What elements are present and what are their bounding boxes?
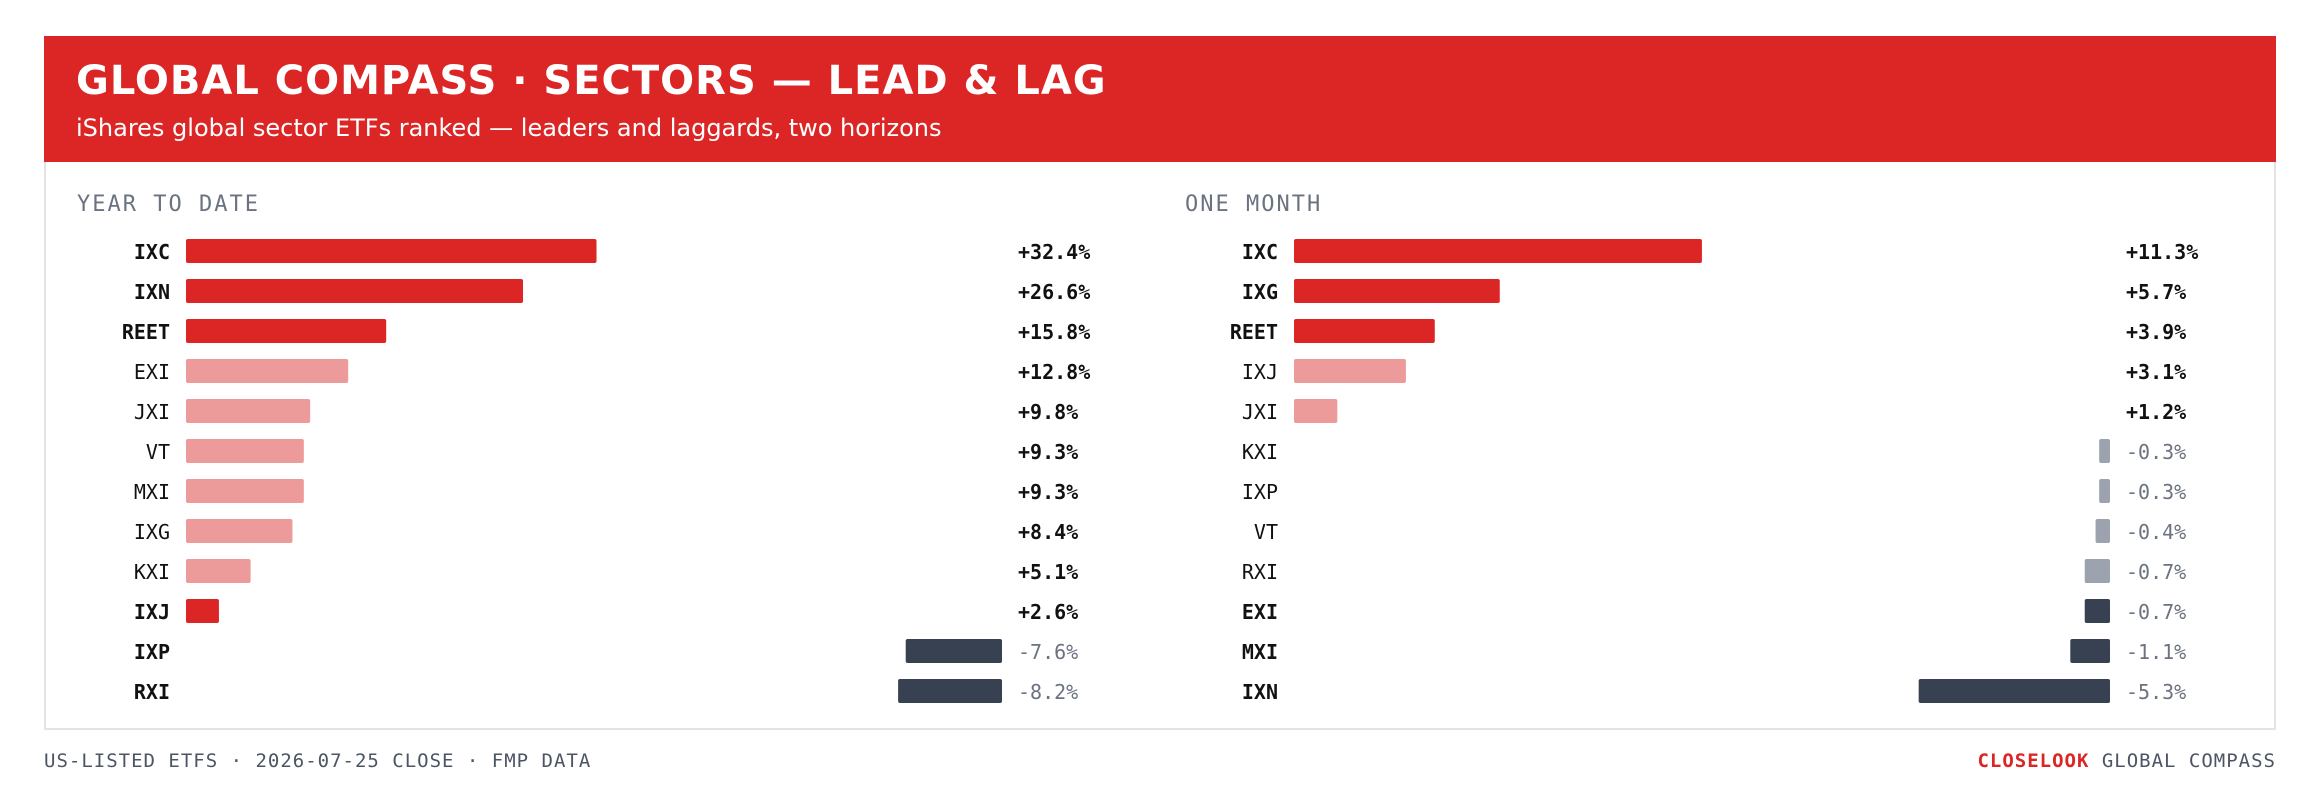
tick-label-one-month-jxi: JXI [1242,400,1278,424]
tick-label-one-month-exi: EXI [1242,600,1278,624]
data-label-one-month-ixj: +3.1% [2126,360,2186,384]
tick-label-one-month-ixg: IXG [1242,280,1278,304]
brand-suffix: GLOBAL COMPASS [2101,750,2276,772]
bar-one-month-ixp [2099,479,2110,503]
header-banner: GLOBAL COMPASS · SECTORS — LEAD & LAG iS… [44,36,2276,162]
tick-label-one-month-mxi: MXI [1242,640,1278,664]
bar-ytd-ixn [186,279,524,303]
tick-label-one-month-kxi: KXI [1242,440,1278,464]
data-label-one-month-exi: -0.7% [2126,600,2186,624]
bar-ytd-ixc [186,239,597,263]
data-label-one-month-ixn: -5.3% [2126,680,2186,704]
data-label-ytd-reet: +15.8% [1018,320,1090,344]
bar-ytd-ixp [905,639,1002,663]
bar-one-month-vt [2095,519,2110,543]
data-label-one-month-rxi: -0.7% [2126,560,2186,584]
bar-one-month-mxi [2070,639,2110,663]
bar-one-month-reet [1294,319,1435,343]
page-subtitle: iShares global sector ETFs ranked — lead… [76,114,942,142]
tick-label-one-month-ixj: IXJ [1242,360,1278,384]
tick-label-ytd-ixj: IXJ [134,600,170,624]
tick-label-ytd-vt: VT [146,440,170,464]
data-label-one-month-jxi: +1.2% [2126,400,2186,424]
data-label-one-month-ixg: +5.7% [2126,280,2186,304]
tick-label-ytd-kxi: KXI [134,560,170,584]
bar-one-month-ixc [1294,239,1702,263]
data-label-one-month-reet: +3.9% [2126,320,2186,344]
panel-title-one-month: ONE MONTH [1185,192,1323,217]
tick-label-ytd-ixn: IXN [134,280,170,304]
data-label-ytd-mxi: +9.3% [1018,480,1078,504]
data-label-ytd-jxi: +9.8% [1018,400,1078,424]
brand-name: CLOSELOOK [1977,750,2090,772]
tick-label-one-month-ixn: IXN [1242,680,1278,704]
footer-source: US-LISTED ETFS · 2026-07-25 CLOSE · FMP … [44,750,592,772]
bar-ytd-exi [186,359,349,383]
bar-ytd-ixj [186,599,219,623]
data-label-ytd-ixp: -7.6% [1018,640,1078,664]
tick-label-ytd-rxi: RXI [134,680,170,704]
tick-label-one-month-vt: VT [1254,520,1278,544]
bar-one-month-rxi [2084,559,2110,583]
data-label-one-month-vt: -0.4% [2126,520,2186,544]
bar-one-month-jxi [1294,399,1338,423]
page-title: GLOBAL COMPASS · SECTORS — LEAD & LAG [76,58,1107,104]
tick-label-ytd-mxi: MXI [134,480,170,504]
data-label-ytd-vt: +9.3% [1018,440,1078,464]
data-label-ytd-ixj: +2.6% [1018,600,1078,624]
data-label-one-month-ixp: -0.3% [2126,480,2186,504]
tick-label-ytd-exi: EXI [134,360,170,384]
data-label-ytd-kxi: +5.1% [1018,560,1078,584]
bar-one-month-ixg [1294,279,1500,303]
data-label-ytd-ixn: +26.6% [1018,280,1090,304]
bar-one-month-kxi [2099,439,2110,463]
data-label-ytd-exi: +12.8% [1018,360,1090,384]
tick-label-one-month-ixp: IXP [1242,480,1278,504]
bar-one-month-ixn [1918,679,2110,703]
data-label-one-month-mxi: -1.1% [2126,640,2186,664]
bar-ytd-jxi [186,399,311,423]
tick-label-ytd-ixc: IXC [134,240,170,264]
bar-one-month-exi [2084,599,2110,623]
bar-ytd-reet [186,319,387,343]
tick-label-ytd-jxi: JXI [134,400,170,424]
data-label-one-month-kxi: -0.3% [2126,440,2186,464]
bar-ytd-ixg [186,519,293,543]
data-label-ytd-ixc: +32.4% [1018,240,1090,264]
footer-brand: CLOSELOOK GLOBAL COMPASS [1977,750,2276,772]
tick-label-ytd-reet: REET [122,320,170,344]
bar-one-month-ixj [1294,359,1406,383]
tick-label-one-month-rxi: RXI [1242,560,1278,584]
bar-ytd-vt [186,439,304,463]
data-label-one-month-ixc: +11.3% [2126,240,2198,264]
tick-label-ytd-ixg: IXG [134,520,170,544]
bar-ytd-kxi [186,559,251,583]
bar-ytd-mxi [186,479,304,503]
tick-label-one-month-reet: REET [1230,320,1278,344]
bar-ytd-rxi [898,679,1002,703]
data-label-ytd-ixg: +8.4% [1018,520,1078,544]
tick-label-one-month-ixc: IXC [1242,240,1278,264]
data-label-ytd-rxi: -8.2% [1018,680,1078,704]
panel-title-ytd: YEAR TO DATE [77,192,260,217]
tick-label-ytd-ixp: IXP [134,640,170,664]
